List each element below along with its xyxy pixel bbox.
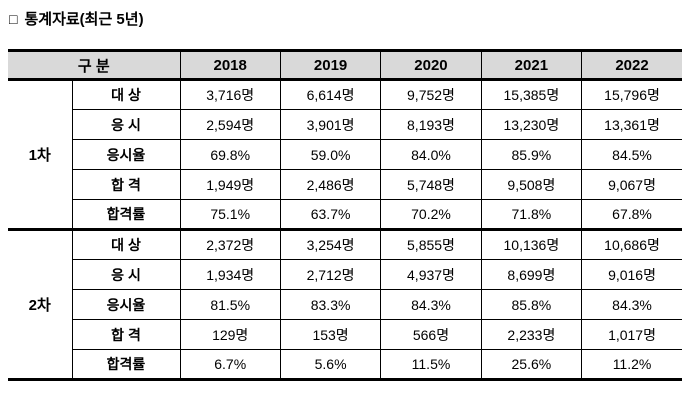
section-round-2: 2차 대 상 2,372명 3,254명 5,855명 10,136명 10,6… <box>8 228 682 380</box>
data-cell: 84.3% <box>380 289 482 320</box>
row-label: 합 격 <box>71 169 180 200</box>
table-row: 합격률 6.7% 5.6% 11.5% 25.6% 11.2% <box>8 349 682 380</box>
table-row: 합 격 1,949명 2,486명 5,748명 9,508명 9,067명 <box>8 169 682 200</box>
row-label: 응 시 <box>71 259 180 290</box>
row-label: 합격률 <box>71 349 180 380</box>
data-cell: 6.7% <box>179 349 281 380</box>
data-cell: 13,230명 <box>480 109 582 140</box>
column-header-category: 구 분 <box>8 50 180 81</box>
data-cell: 59.0% <box>279 139 381 170</box>
column-header-2018: 2018 <box>179 50 281 81</box>
data-cell: 2,372명 <box>179 228 281 260</box>
row-label: 응시율 <box>71 139 180 170</box>
table-row: 2차 대 상 2,372명 3,254명 5,855명 10,136명 10,6… <box>8 228 682 380</box>
column-header-2022: 2022 <box>581 50 682 81</box>
data-cell: 84.3% <box>581 289 682 320</box>
data-cell: 70.2% <box>380 199 482 230</box>
data-cell: 3,901명 <box>279 109 381 140</box>
data-cell: 3,716명 <box>179 79 281 110</box>
table-row: 합격률 75.1% 63.7% 70.2% 71.8% 67.8% <box>8 199 682 230</box>
column-header-2020: 2020 <box>380 50 482 81</box>
table-row: 응 시 1,934명 2,712명 4,937명 8,699명 9,016명 <box>8 259 682 290</box>
data-cell: 85.9% <box>480 139 582 170</box>
data-cell: 129명 <box>179 319 281 350</box>
data-cell: 81.5% <box>179 289 281 320</box>
data-cell: 75.1% <box>179 199 281 230</box>
row-label: 대 상 <box>71 79 180 110</box>
table-row: 응시율 69.8% 59.0% 84.0% 85.9% 84.5% <box>8 139 682 170</box>
section-round-1: 1차 대 상 3,716명 6,614명 9,752명 15,385명 15,7… <box>8 79 682 230</box>
page-title-text: 통계자료(최근 5년) <box>24 11 144 28</box>
data-cell: 83.3% <box>279 289 381 320</box>
section-label-round-1: 1차 <box>8 79 72 230</box>
data-cell: 3,254명 <box>279 228 381 260</box>
data-cell: 67.8% <box>581 199 682 230</box>
data-cell: 15,385명 <box>480 79 582 110</box>
column-header-2021: 2021 <box>480 50 582 81</box>
data-cell: 8,699명 <box>480 259 582 290</box>
data-cell: 8,193명 <box>380 109 482 140</box>
data-cell: 1,934명 <box>179 259 281 290</box>
data-cell: 11.2% <box>581 349 682 380</box>
data-cell: 85.8% <box>480 289 582 320</box>
data-cell: 2,233명 <box>480 319 582 350</box>
data-cell: 10,686명 <box>581 228 682 260</box>
square-bullet-icon: □ <box>9 11 18 27</box>
row-label: 합격률 <box>71 199 180 230</box>
data-cell: 9,508명 <box>480 169 582 200</box>
data-cell: 1,949명 <box>179 169 281 200</box>
data-cell: 4,937명 <box>380 259 482 290</box>
data-cell: 153명 <box>279 319 381 350</box>
data-cell: 25.6% <box>480 349 582 380</box>
data-cell: 9,067명 <box>581 169 682 200</box>
column-header-2019: 2019 <box>279 50 381 81</box>
data-cell: 71.8% <box>480 199 582 230</box>
data-cell: 84.5% <box>581 139 682 170</box>
table-row: 합 격 129명 153명 566명 2,233명 1,017명 <box>8 319 682 350</box>
data-cell: 5,748명 <box>380 169 482 200</box>
data-cell: 9,752명 <box>380 79 482 110</box>
data-cell: 69.8% <box>179 139 281 170</box>
data-cell: 13,361명 <box>581 109 682 140</box>
document-page: □ 통계자료(최근 5년) 구 분 2018 2019 2020 2021 20… <box>8 10 682 381</box>
section-label-round-2: 2차 <box>8 228 72 380</box>
data-cell: 2,486명 <box>279 169 381 200</box>
data-cell: 15,796명 <box>581 79 682 110</box>
data-cell: 63.7% <box>279 199 381 230</box>
row-label: 응시율 <box>71 289 180 320</box>
data-cell: 84.0% <box>380 139 482 170</box>
row-label: 대 상 <box>71 228 180 260</box>
row-label: 응 시 <box>71 109 180 140</box>
data-cell: 6,614명 <box>279 79 381 110</box>
statistics-table: 구 분 2018 2019 2020 2021 2022 1차 대 상 3,71… <box>8 49 682 381</box>
row-label: 합 격 <box>71 319 180 350</box>
data-cell: 2,594명 <box>179 109 281 140</box>
table-header-row: 구 분 2018 2019 2020 2021 2022 <box>8 50 682 81</box>
data-cell: 5.6% <box>279 349 381 380</box>
table-row: 응시율 81.5% 83.3% 84.3% 85.8% 84.3% <box>8 289 682 320</box>
data-cell: 10,136명 <box>480 228 582 260</box>
data-cell: 1,017명 <box>581 319 682 350</box>
data-cell: 11.5% <box>380 349 482 380</box>
data-cell: 5,855명 <box>380 228 482 260</box>
data-cell: 566명 <box>380 319 482 350</box>
data-cell: 2,712명 <box>279 259 381 290</box>
table-row: 응 시 2,594명 3,901명 8,193명 13,230명 13,361명 <box>8 109 682 140</box>
page-title: □ 통계자료(최근 5년) <box>9 10 682 49</box>
data-cell: 9,016명 <box>581 259 682 290</box>
table-row: 1차 대 상 3,716명 6,614명 9,752명 15,385명 15,7… <box>8 79 682 230</box>
